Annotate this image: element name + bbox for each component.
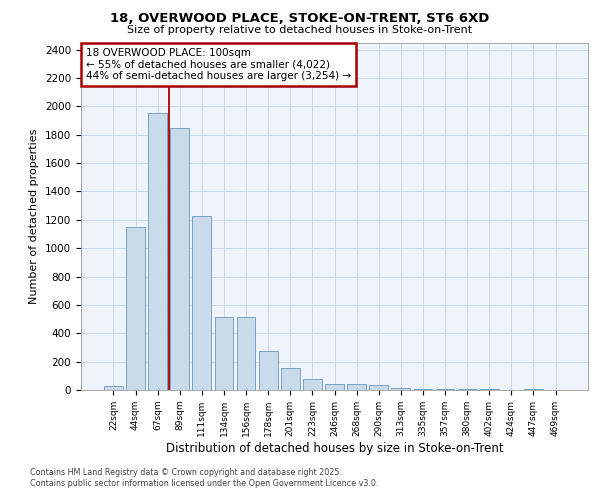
Text: 18 OVERWOOD PLACE: 100sqm
← 55% of detached houses are smaller (4,022)
44% of se: 18 OVERWOOD PLACE: 100sqm ← 55% of detac… [86, 48, 351, 81]
Bar [391, 388, 410, 390]
Bar [303, 378, 322, 390]
Bar [281, 368, 299, 390]
Bar [126, 227, 145, 390]
Bar [325, 384, 344, 390]
Text: 18, OVERWOOD PLACE, STOKE-ON-TRENT, ST6 6XD: 18, OVERWOOD PLACE, STOKE-ON-TRENT, ST6 … [110, 12, 490, 26]
Bar [347, 384, 366, 390]
Text: Size of property relative to detached houses in Stoke-on-Trent: Size of property relative to detached ho… [127, 25, 473, 35]
X-axis label: Distribution of detached houses by size in Stoke-on-Trent: Distribution of detached houses by size … [166, 442, 503, 454]
Y-axis label: Number of detached properties: Number of detached properties [29, 128, 40, 304]
Bar [259, 351, 278, 390]
Text: Contains HM Land Registry data © Crown copyright and database right 2025.
Contai: Contains HM Land Registry data © Crown c… [30, 468, 379, 487]
Bar [148, 114, 167, 390]
Bar [104, 386, 123, 390]
Bar [413, 388, 433, 390]
Bar [236, 317, 256, 390]
Bar [170, 128, 189, 390]
Bar [215, 317, 233, 390]
Bar [370, 385, 388, 390]
Bar [193, 216, 211, 390]
